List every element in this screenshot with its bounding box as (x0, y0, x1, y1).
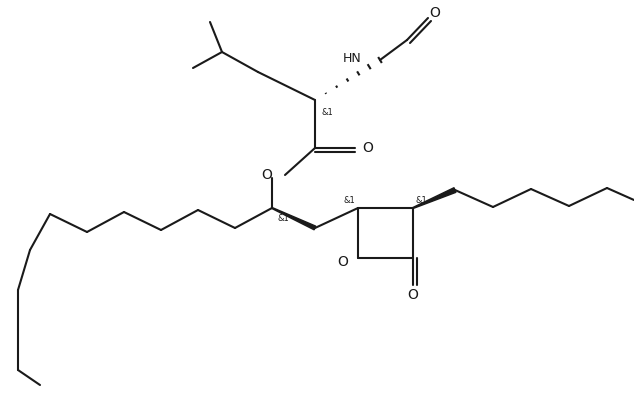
Text: &1: &1 (322, 107, 333, 117)
Text: &1: &1 (343, 196, 355, 205)
Text: HN: HN (343, 51, 362, 64)
Text: O: O (261, 168, 272, 182)
Polygon shape (413, 188, 456, 209)
Text: O: O (362, 141, 373, 155)
Text: &1: &1 (416, 196, 428, 205)
Text: O: O (408, 288, 418, 302)
Text: O: O (430, 6, 441, 20)
Polygon shape (272, 207, 316, 230)
Text: O: O (337, 255, 348, 269)
Text: &1: &1 (278, 214, 290, 222)
